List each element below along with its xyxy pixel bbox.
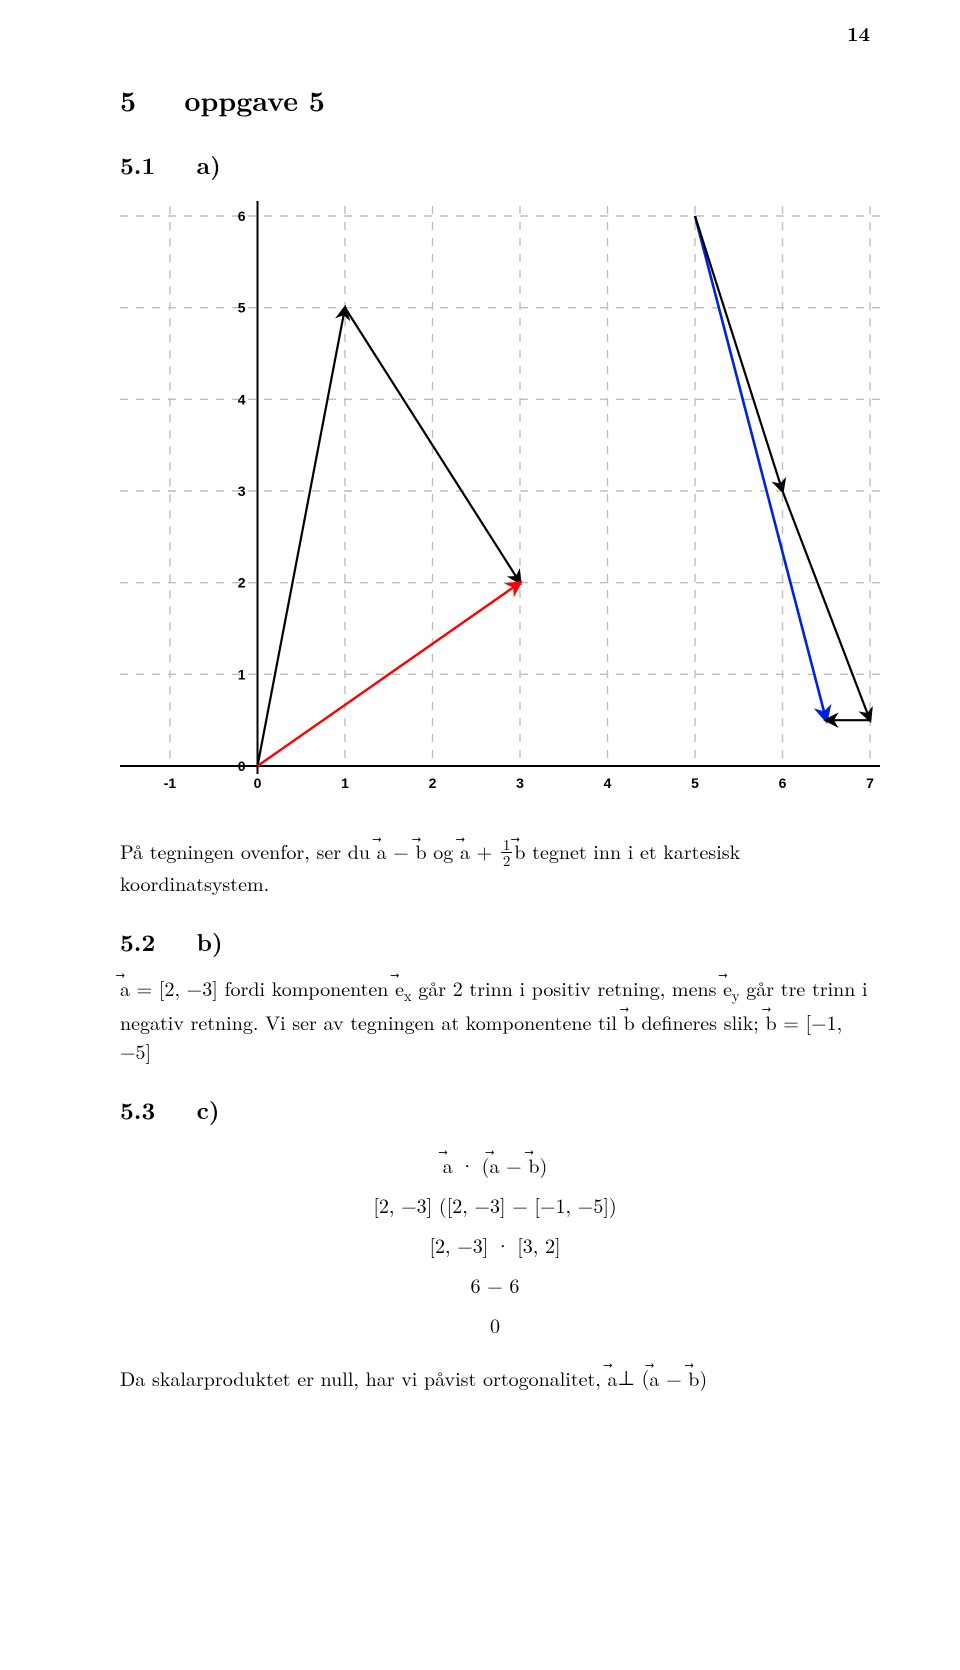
subsection-b-heading: 5.2 b) bbox=[120, 925, 870, 959]
vec-a: a bbox=[377, 836, 387, 865]
vec-b: b bbox=[688, 1363, 699, 1392]
text: − bbox=[659, 1363, 688, 1392]
text: + bbox=[470, 836, 499, 865]
vec-b: b bbox=[528, 1145, 539, 1185]
subsection-c-heading: 5.3 c) bbox=[120, 1093, 870, 1127]
svg-text:7: 7 bbox=[866, 775, 874, 791]
vec-ey: e bbox=[723, 973, 732, 1002]
text: defineres slik; bbox=[635, 1007, 766, 1036]
vec-a: a bbox=[120, 973, 130, 1002]
svg-text:5: 5 bbox=[238, 300, 246, 316]
svg-text:3: 3 bbox=[516, 775, 524, 791]
text: går 2 trinn i positiv retning, mens bbox=[412, 973, 724, 1002]
subscript-x: x bbox=[404, 986, 412, 1006]
page-number: 14 bbox=[847, 18, 870, 47]
page: 14 5 oppgave 5 5.1 a) -1012345670123456 … bbox=[0, 0, 960, 1466]
vec-a: a bbox=[608, 1363, 618, 1392]
vec-ex: e bbox=[395, 973, 404, 1002]
vec-a: a bbox=[443, 1145, 453, 1185]
math-block: a · (a − b) [2, −3] ([2, −3] − [−1, −5])… bbox=[120, 1145, 870, 1345]
text: På tegningen ovenfor, ser du bbox=[120, 836, 377, 865]
vec-b: b bbox=[624, 1007, 635, 1036]
svg-text:6: 6 bbox=[779, 775, 787, 791]
subscript-y: y bbox=[732, 986, 740, 1006]
vec-b: b bbox=[416, 836, 427, 865]
text: − bbox=[387, 836, 416, 865]
svg-text:4: 4 bbox=[238, 391, 246, 407]
subsection-a-label: a) bbox=[197, 148, 221, 182]
text: − bbox=[499, 1150, 528, 1179]
vec-a: a bbox=[460, 836, 470, 865]
math-line-2: [2, −3] ([2, −3] − [−1, −5]) bbox=[120, 1185, 870, 1225]
subsection-b-label: b) bbox=[197, 925, 223, 959]
fraction-den: 2 bbox=[501, 852, 513, 868]
svg-text:-1: -1 bbox=[164, 775, 177, 791]
vec-b: b bbox=[514, 836, 525, 865]
paragraph-c-end: Da skalarproduktet er null, har vi påvis… bbox=[120, 1363, 870, 1392]
math-line-3: [2, −3] · [3, 2] bbox=[120, 1225, 870, 1265]
subsection-c-number: 5.3 bbox=[120, 1093, 155, 1127]
svg-text:1: 1 bbox=[238, 666, 246, 682]
vec-a: a bbox=[489, 1145, 499, 1185]
subsection-c-label: c) bbox=[197, 1093, 220, 1127]
svg-text:2: 2 bbox=[429, 775, 437, 791]
text: og bbox=[427, 836, 460, 865]
svg-text:6: 6 bbox=[238, 208, 246, 224]
vector-chart: -1012345670123456 bbox=[120, 196, 870, 806]
text: = [2, −3] fordi komponenten bbox=[130, 973, 395, 1002]
vec-b: b bbox=[766, 1007, 777, 1036]
vector-chart-svg: -1 0 1 2 3 4 5 6 7 0 1 2 3 4 5 6 bbox=[120, 196, 880, 806]
svg-text:5: 5 bbox=[691, 775, 699, 791]
math-line-1: a · (a − b) bbox=[120, 1145, 870, 1185]
svg-text:3: 3 bbox=[238, 483, 246, 499]
svg-text:0: 0 bbox=[254, 775, 262, 791]
math-line-5: 0 bbox=[120, 1305, 870, 1345]
text: ) bbox=[539, 1150, 547, 1179]
text: ) bbox=[699, 1363, 707, 1392]
text: · ( bbox=[453, 1150, 490, 1179]
fraction-half: 12 bbox=[501, 837, 513, 868]
vec-a: a bbox=[649, 1363, 659, 1392]
svg-text:1: 1 bbox=[341, 775, 349, 791]
paragraph-b: a = [2, −3] fordi komponenten ex går 2 t… bbox=[120, 973, 870, 1065]
section-number: 5 bbox=[120, 80, 136, 120]
svg-text:4: 4 bbox=[604, 775, 612, 791]
section-title: oppgave 5 bbox=[184, 80, 324, 120]
text: Da skalarproduktet er null, har vi påvis… bbox=[120, 1363, 608, 1392]
section-heading: 5 oppgave 5 bbox=[120, 80, 870, 120]
paragraph-a: På tegningen ovenfor, ser du a − b og a … bbox=[120, 836, 870, 897]
svg-text:2: 2 bbox=[238, 575, 246, 591]
text: ⊥ ( bbox=[618, 1362, 650, 1391]
subsection-b-number: 5.2 bbox=[120, 925, 155, 959]
subsection-a-heading: 5.1 a) bbox=[120, 148, 870, 182]
subsection-a-number: 5.1 bbox=[120, 148, 155, 182]
math-line-4: 6 − 6 bbox=[120, 1265, 870, 1305]
svg-text:0: 0 bbox=[238, 758, 246, 774]
